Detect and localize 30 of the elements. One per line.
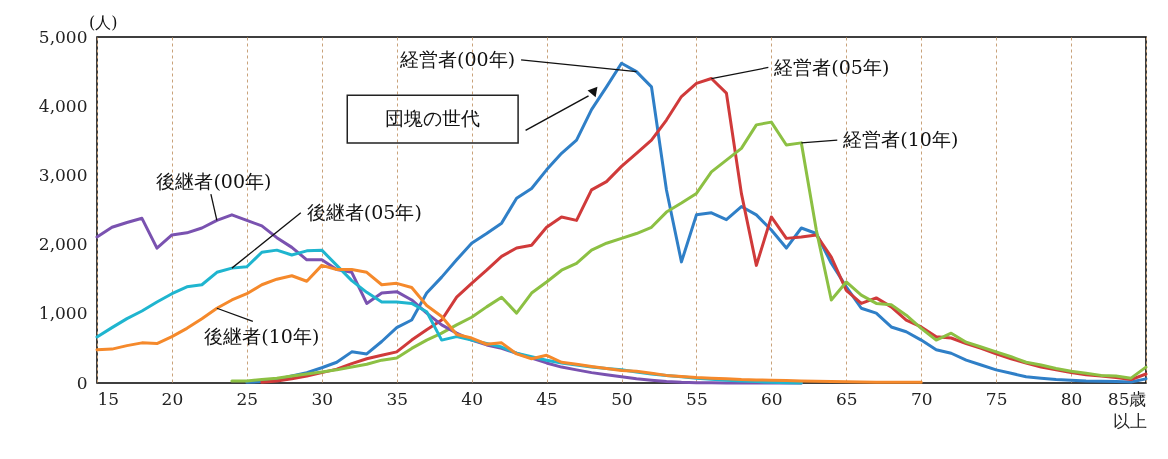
x-tick-label: 50 bbox=[611, 388, 633, 409]
x-tick-label: 35 bbox=[386, 388, 409, 409]
y-tick-label: 0 bbox=[76, 372, 88, 393]
x-tick-label: 70 bbox=[910, 388, 933, 409]
text: 経営者(05年) bbox=[773, 56, 890, 79]
annotation: 団塊の世代 bbox=[385, 107, 481, 129]
series-label: 後継者(10年) bbox=[204, 325, 320, 348]
x-tick-label: 20 bbox=[161, 388, 184, 409]
y-tick-label: 1,000 bbox=[38, 303, 88, 324]
y-tick-label: 3,000 bbox=[38, 164, 88, 185]
x-tick-label: 15 bbox=[97, 388, 120, 409]
y-tick-label: 2,000 bbox=[38, 234, 88, 255]
y-tick-label: 5,000 bbox=[38, 26, 88, 47]
x-tick-label: 80 bbox=[1060, 388, 1083, 409]
x-tick-label: 75 bbox=[985, 388, 1008, 409]
series-label: 後継者(05年) bbox=[306, 200, 422, 223]
text: 経営者(00年) bbox=[399, 47, 516, 70]
x-tick-label: 45 bbox=[536, 388, 558, 409]
x-tick-label: 85歳以上 bbox=[1107, 388, 1147, 431]
line-series bbox=[95, 263, 923, 384]
x-tick-label: 30 bbox=[311, 388, 334, 409]
x-tick-label: 65 bbox=[835, 388, 858, 409]
series-label: 後継者(00年) bbox=[156, 170, 272, 193]
x-tick-label: 60 bbox=[761, 388, 783, 409]
y-axis-title: (人) bbox=[89, 13, 118, 32]
x-tick-label: 55 bbox=[686, 388, 708, 409]
x-tick-label: 25 bbox=[236, 388, 259, 409]
x-tick-label: 40 bbox=[461, 388, 483, 409]
text: 経営者(10年) bbox=[842, 128, 959, 151]
y-tick-label: 4,000 bbox=[38, 95, 88, 116]
